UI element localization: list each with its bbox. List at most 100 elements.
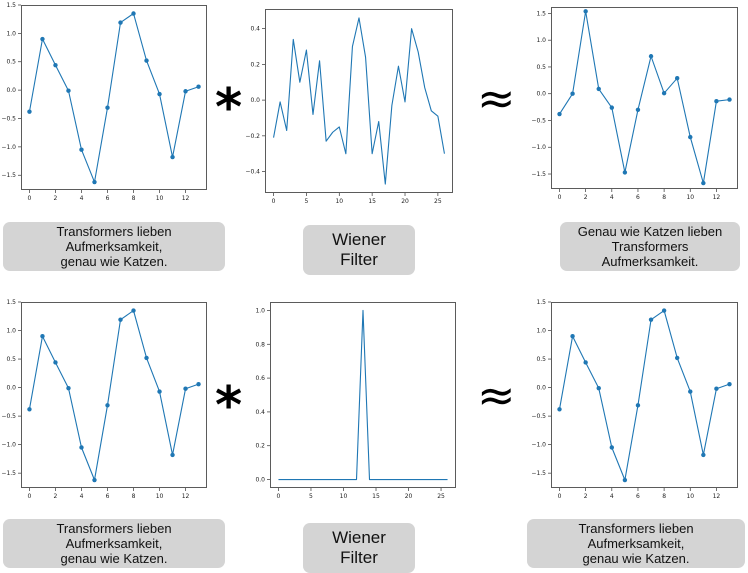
data-point	[53, 62, 58, 68]
y-tick-label: 0.0	[536, 91, 546, 98]
data-point	[118, 317, 123, 322]
y-tick-label: −1.0	[531, 144, 546, 151]
series-line	[559, 10, 730, 184]
y-tick-label: 0.0	[250, 97, 260, 104]
data-point	[661, 90, 667, 96]
y-tick-label: −0.4	[245, 169, 260, 176]
convolve-symbol-row2: *	[215, 376, 243, 436]
x-tick-label: 15	[368, 198, 376, 205]
x-tick-label: 4	[610, 493, 614, 500]
data-point	[714, 386, 719, 391]
data-point	[609, 105, 615, 110]
x-tick-label: 15	[372, 493, 380, 500]
data-point	[727, 381, 732, 387]
data-point	[183, 89, 188, 94]
y-tick-label: 0.2	[255, 443, 265, 450]
plot-row1-left: 0 2 4 6 8 10 12 −1.5 −1.0 −0.5 0.0 0.5 1.0 1.5	[1, 2, 207, 202]
x-tick-label: 12	[182, 195, 190, 202]
data-point	[570, 91, 575, 96]
data-point	[40, 334, 45, 339]
data-point	[66, 385, 71, 391]
axes-frame	[551, 7, 738, 189]
x-tick-label: 4	[610, 194, 614, 201]
data-point	[144, 58, 149, 63]
x-tick-label: 6	[106, 493, 110, 500]
x-tick-label: 4	[80, 493, 84, 500]
y-tick-label: −1.5	[1, 470, 16, 477]
y-tick-label: −1.5	[1, 172, 16, 179]
plot-row2-middle: 0 5 10 15 20 25 0.0 0.2 0.4 0.6 0.8 1.0	[255, 302, 456, 500]
x-tick-label: 2	[584, 194, 588, 201]
x-tick-label: 5	[309, 493, 313, 500]
x-tick-label: 6	[106, 195, 110, 202]
y-tick-label: 1.0	[6, 30, 16, 37]
data-point	[688, 134, 693, 140]
y-tick-label: 0.0	[6, 385, 16, 392]
y-tick-label: 0.8	[255, 341, 265, 348]
data-point	[557, 407, 562, 412]
data-point	[131, 11, 136, 16]
x-tick-label: 4	[80, 195, 84, 202]
data-point	[144, 355, 149, 361]
y-tick-label: 0.5	[6, 59, 16, 66]
approx-symbol-row2: ≈	[477, 368, 516, 422]
data-point	[661, 308, 667, 313]
y-tick-label: −0.5	[531, 413, 546, 420]
axes-frame	[21, 5, 207, 190]
data-point	[674, 75, 680, 81]
caption-row2-middle: Wiener Filter	[303, 523, 415, 573]
y-tick-label: 0.0	[6, 87, 16, 94]
data-point	[727, 97, 732, 102]
y-tick-label: 0.5	[536, 356, 546, 363]
caption-line: Genau wie Katzen lieben	[577, 224, 723, 239]
chart-svg: 0 5 10 15 20 25 −0.4 −0.2 0.0 0.2 0.4	[245, 9, 453, 205]
axes-frame	[265, 9, 453, 193]
axes-frame	[551, 302, 738, 488]
x-tick-label: 8	[132, 493, 136, 500]
x-tick-label: 0	[558, 194, 562, 201]
x-tick-label: 6	[636, 493, 640, 500]
data-point	[701, 452, 706, 458]
chart-svg: 0 2 4 6 8 10 12 −1.5 −1.0 −0.5 0.0 0.5 1.0 1.5	[531, 299, 738, 500]
y-tick-label: 0.4	[255, 409, 265, 416]
plot-row1-middle: 0 5 10 15 20 25 −0.4 −0.2 0.0 0.2 0.4	[245, 9, 453, 205]
series-line	[28, 12, 199, 183]
data-point	[648, 317, 654, 322]
x-tick-label: 2	[54, 195, 58, 202]
x-tick-label: 0	[558, 493, 562, 500]
x-tick-label: 10	[156, 195, 164, 202]
caption-row2-right: Transformers lieben Aufmerksamkeit, gena…	[527, 519, 745, 568]
data-point	[635, 403, 641, 408]
x-tick-label: 25	[437, 493, 445, 500]
x-tick-label: 2	[584, 493, 588, 500]
y-tick-label: 1.5	[6, 2, 16, 9]
x-tick-label: 0	[28, 195, 32, 202]
y-tick-label: −0.5	[1, 413, 16, 420]
data-point	[40, 36, 45, 42]
data-point	[596, 385, 601, 391]
caption-line: Transformers lieben Aufmerksamkeit,	[56, 224, 172, 254]
chart-svg: 0 2 4 6 8 10 12 −1.5 −1.0 −0.5 0.0 0.5 1.0 1.5	[531, 7, 738, 201]
x-tick-label: 20	[401, 198, 409, 205]
data-point	[183, 386, 188, 391]
data-point	[701, 180, 706, 186]
caption-line: Transformers lieben Aufmerksamkeit,	[56, 521, 172, 551]
x-tick-label: 8	[132, 195, 136, 202]
data-point	[688, 389, 693, 394]
data-point	[557, 111, 562, 117]
y-tick-label: 0.5	[536, 64, 546, 71]
y-tick-label: 1.0	[6, 328, 16, 335]
x-tick-label: 10	[686, 493, 694, 500]
caption-line: Transformers Aufmerksamkeit.	[601, 239, 699, 269]
chart-svg: 0 2 4 6 8 10 12 −1.5 −1.0 −0.5 0.0 0.5 1.0 1.5	[1, 2, 207, 202]
x-tick-label: 8	[662, 194, 666, 201]
y-tick-label: 0.4	[250, 26, 260, 33]
data-point	[79, 147, 84, 152]
data-point	[157, 91, 162, 97]
y-tick-label: −1.5	[531, 171, 546, 178]
data-point	[609, 445, 615, 450]
chart-svg: 0 2 4 6 8 10 12 −1.5 −1.0 −0.5 0.0 0.5 1.0 1.5	[1, 299, 207, 500]
x-tick-label: 8	[662, 493, 666, 500]
data-point	[635, 107, 641, 112]
y-tick-label: −1.0	[531, 442, 546, 449]
